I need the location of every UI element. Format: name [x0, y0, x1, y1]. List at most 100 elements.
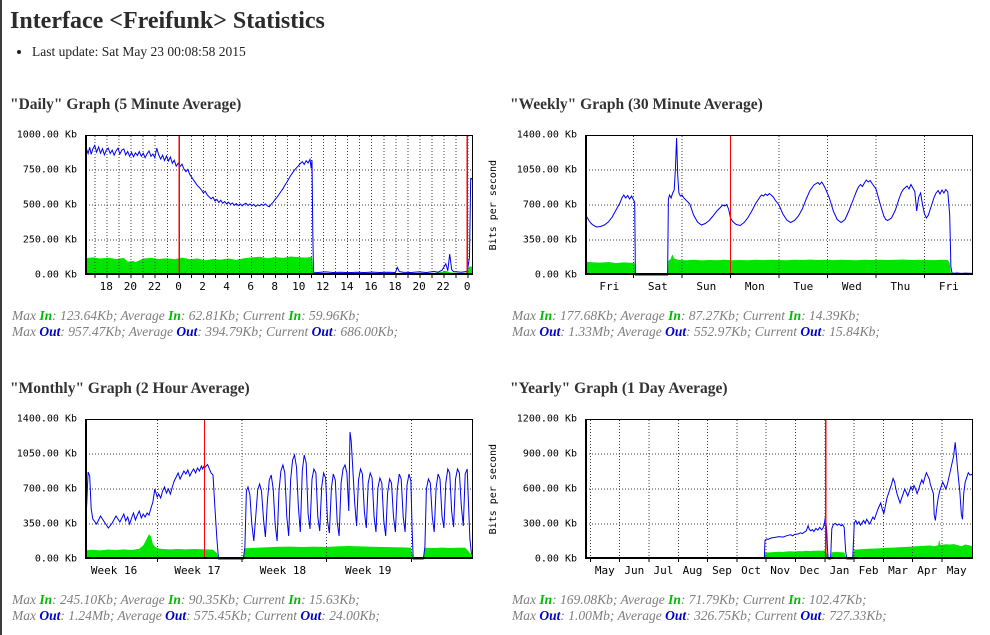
y-axis-label: 0.00 Kb: [534, 269, 577, 281]
x-axis-label: Mon: [744, 280, 765, 293]
stats-word: Max: [512, 608, 540, 623]
traffic-graph-canvas: [585, 135, 973, 278]
daily-graph-title: "Daily" Graph (5 Minute Average): [10, 96, 242, 113]
meta-list: Last update: Sat May 23 00:08:58 2015: [32, 44, 990, 60]
stats-value: : 957.47Kb;: [60, 324, 129, 339]
x-axis-label: Aug: [682, 564, 703, 577]
y-axis-label: 750.00 Kb: [22, 164, 77, 176]
stats-value: : 123.64Kb;: [52, 308, 121, 323]
x-axis-label: 16: [364, 280, 378, 293]
x-axis-label: Oct: [741, 564, 762, 577]
x-axis-label: Nov: [770, 564, 791, 577]
stats-word: Average: [120, 592, 169, 607]
stats-value: : 177.68Kb;: [552, 308, 621, 323]
stats-direction-label: In: [39, 592, 53, 607]
y-axis-label: 900.00 Kb: [522, 448, 577, 460]
y-axis-label: 1400.00 Kb: [516, 129, 577, 141]
x-axis-label: Tue: [793, 280, 814, 293]
stats-word: Current: [754, 324, 801, 339]
x-axis-label: Jun: [624, 564, 645, 577]
yearly-graph: Bits per second 1200.00 Kb 900.00 Kb 600.00…: [485, 414, 990, 578]
x-axis-label: Week 16: [90, 564, 138, 577]
x-axis-label: Sun: [696, 280, 717, 293]
plot-column: Week 16 Week 17 Week 18 Week 19: [85, 419, 473, 578]
y-axis-label: 0.00 Kb: [534, 553, 577, 565]
stats-direction-label: In: [288, 308, 302, 323]
x-axis-label: 0: [175, 280, 182, 293]
stats-word: Average: [617, 324, 666, 339]
x-axis: Fri Sat Sun Mon Tue Wed Thu Fri: [585, 279, 973, 294]
weekly-graph-title: "Weekly" Graph (30 Minute Average): [510, 96, 763, 113]
stats-value: : 727.33Kb;: [821, 608, 887, 623]
daily-section: "Daily" Graph (5 Minute Average) 1000.00…: [10, 82, 485, 340]
stats-word: Current: [254, 608, 301, 623]
stats-line-in: Max In: 177.68Kb; Average In: 87.27Kb; C…: [512, 308, 990, 324]
stats-word: Max: [512, 308, 540, 323]
x-axis-label: Week 19: [345, 564, 392, 577]
stats-word: Average: [617, 608, 666, 623]
stats-line-out: Max Out: 957.47Kb; Average Out: 394.79Kb…: [12, 324, 485, 340]
y-axis-label: 1200.00 Kb: [516, 413, 577, 425]
x-axis-label: Jan: [829, 564, 850, 577]
x-axis-label: 6: [247, 280, 254, 293]
x-axis-label: 8: [271, 280, 278, 293]
traffic-graph-canvas: [85, 135, 473, 278]
weekly-stats: Max In: 177.68Kb; Average In: 87.27Kb; C…: [487, 308, 990, 340]
y-axis-label: 250.00 Kb: [22, 234, 77, 246]
stats-word: Current: [754, 608, 801, 623]
stats-word: Max: [12, 308, 40, 323]
graphs-grid: "Daily" Graph (5 Minute Average) 1000.00…: [10, 82, 990, 624]
stats-line-out: Max Out: 1.33Mb; Average Out: 552.97Kb; …: [512, 324, 990, 340]
stats-word: Average: [120, 308, 169, 323]
x-axis-label: 14: [340, 280, 354, 293]
monthly-stats: Max In: 245.10Kb; Average In: 90.35Kb; C…: [12, 592, 485, 624]
x-axis-label: 20: [123, 280, 138, 293]
stats-word: Average: [620, 592, 669, 607]
stats-value: : 394.79Kb;: [197, 324, 267, 339]
stats-direction-label: In: [168, 592, 181, 607]
stats-line-out: Max Out: 1.00Mb; Average Out: 326.75Kb; …: [512, 608, 990, 624]
x-axis-label: May: [594, 564, 615, 577]
stats-value: : 1.00Mb;: [560, 608, 618, 623]
stats-direction-label: Out: [176, 324, 198, 339]
stats-line-in: Max In: 169.08Kb; Average In: 71.79Kb; C…: [512, 592, 990, 608]
x-axis-label: May: [946, 564, 967, 577]
stats-word: Current: [266, 324, 312, 339]
stats-value: : 686.00Kb;: [332, 324, 398, 339]
stats-direction-label: Out: [539, 324, 561, 339]
x-axis-label: Feb: [858, 564, 879, 577]
stats-word: Current: [742, 592, 789, 607]
x-axis-label: Week 18: [259, 564, 307, 577]
stats-direction-label: In: [788, 308, 802, 323]
y-axis-label: 1400.00 Kb: [16, 413, 77, 425]
stats-direction-label: Out: [39, 608, 61, 623]
stats-direction-label: Out: [665, 608, 687, 623]
x-axis-label: Thu: [890, 280, 911, 293]
x-axis-label: 18: [388, 280, 402, 293]
x-axis-label: 18: [99, 280, 113, 293]
x-axis-label: 22: [147, 280, 162, 293]
y-axis-legend: Bits per second: [485, 135, 501, 275]
stats-word: Current: [742, 308, 789, 323]
y-axis-label: 600.00 Kb: [522, 483, 577, 495]
stats-value: : 169.08Kb;: [552, 592, 621, 607]
stats-word: Max: [512, 324, 540, 339]
stats-value: : 15.63Kb;: [301, 592, 360, 607]
stats-direction-label: In: [168, 308, 181, 323]
stats-direction-label: Out: [800, 608, 822, 623]
traffic-graph-canvas: [85, 419, 473, 562]
weekly-graph: Bits per second 1400.00 Kb 1050.00 Kb 700.0…: [485, 130, 990, 294]
daily-stats: Max In: 123.64Kb; Average In: 62.81Kb; C…: [12, 308, 485, 340]
y-axis: 1400.00 Kb 1050.00 Kb 700.00 Kb 350.00 Kb 0.…: [10, 414, 85, 565]
weekly-section: "Weekly" Graph (30 Minute Average) Bits …: [485, 82, 990, 340]
x-axis-label: Mar: [888, 564, 909, 577]
stats-direction-label: In: [288, 592, 302, 607]
stats-line-in: Max In: 123.64Kb; Average In: 62.81Kb; C…: [12, 308, 485, 324]
x-axis-label: Sep: [712, 564, 732, 577]
plot-column: 18 20 22 0 2 4 6 8 10 12 14 16 18 20 22 0: [85, 135, 473, 294]
x-axis-label: 0: [463, 280, 471, 293]
stats-direction-label: In: [39, 308, 53, 323]
x-axis-label: Fri: [938, 280, 959, 293]
traffic-graph-canvas: [585, 419, 973, 562]
y-axis-label: 1050.00 Kb: [16, 448, 77, 460]
